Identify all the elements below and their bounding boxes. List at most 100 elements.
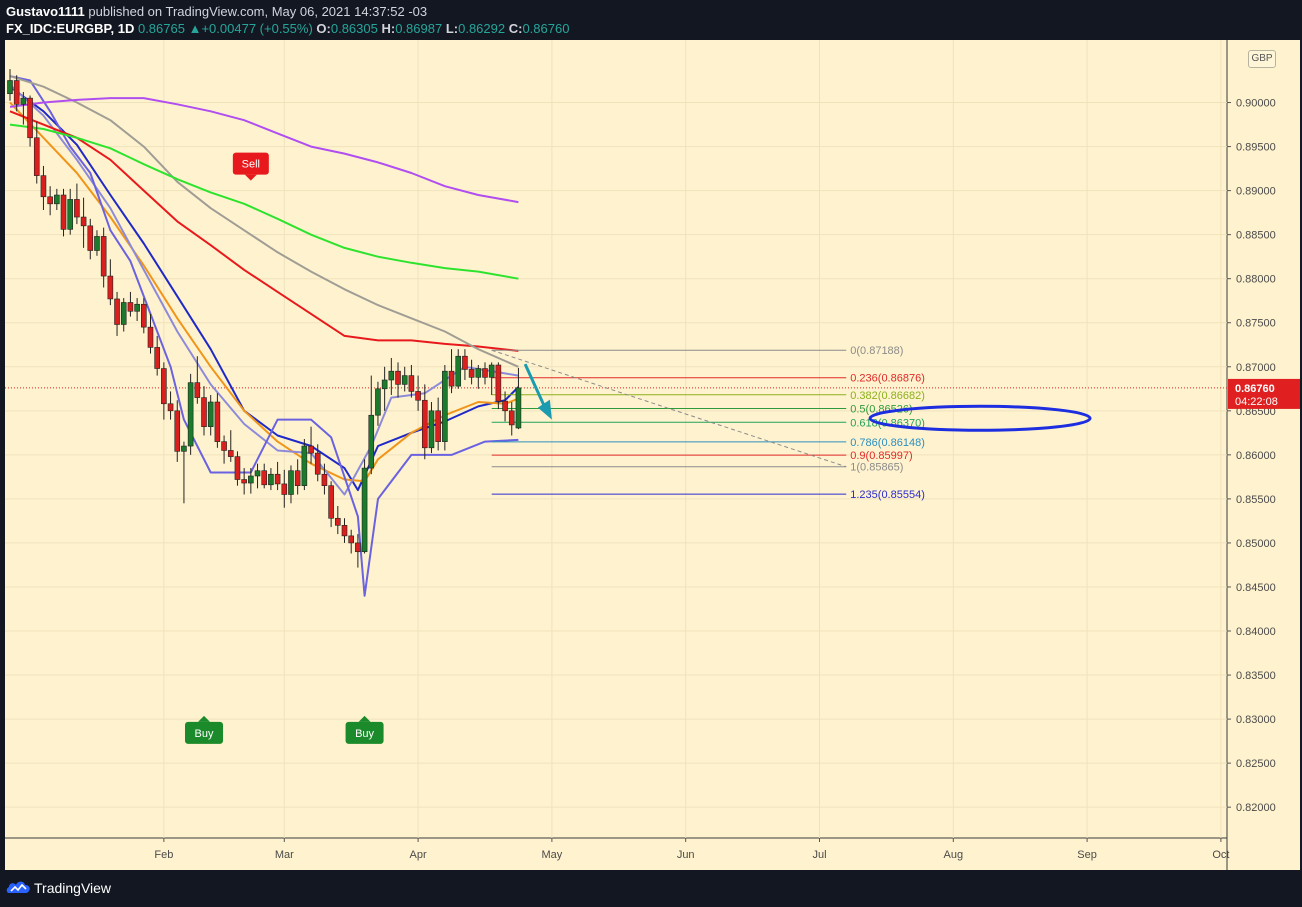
plot-background[interactable] [5,40,1227,838]
candle-down[interactable] [281,483,288,495]
candle-down[interactable] [227,450,234,457]
y-tick-label: 0.90000 [1236,98,1276,110]
candle-up[interactable] [301,445,308,486]
candle-down[interactable] [234,456,241,480]
moving-average-line [9,123,519,280]
candle-up[interactable] [268,473,274,486]
symbol-label[interactable]: FX_IDC:EURGBP, 1D [6,21,135,36]
candle-down[interactable] [13,80,20,105]
candle-down[interactable] [174,410,181,452]
down-arrow-shaft [523,363,548,411]
candle-up[interactable] [428,410,435,449]
tradingview-logo-icon[interactable] [6,878,32,896]
candle-down[interactable] [60,194,67,230]
chart-area[interactable]: 0.90000 0.89500 0.89000 0.88500 0.88000 0.875… [5,40,1300,870]
candle-down[interactable] [194,382,201,398]
candle-down[interactable] [221,441,227,451]
candle-up[interactable] [54,194,60,205]
candle-up[interactable] [181,445,187,452]
candle-up[interactable] [288,470,294,495]
candle-up[interactable] [455,355,462,387]
candle-down[interactable] [241,479,247,484]
x-tick-label: Sep [1077,849,1097,861]
x-tick-label: Oct [1212,849,1229,861]
candle-down[interactable] [335,517,341,526]
sell-signal-badge[interactable] [232,152,269,175]
candle-up[interactable] [94,236,100,251]
candle-up[interactable] [488,364,495,378]
candle-down[interactable] [308,445,314,454]
candle-down[interactable] [462,355,468,370]
fib-level-label: 0.5(0.86526) [850,404,912,416]
candle-down[interactable] [408,375,415,392]
candle-up[interactable] [515,387,522,429]
candle-down[interactable] [341,525,348,537]
candle-down[interactable] [40,175,47,198]
candle-up[interactable] [388,370,395,381]
candle-up[interactable] [7,80,13,95]
candle-down[interactable] [294,470,301,486]
candle-down[interactable] [33,137,40,176]
candle-down[interactable] [314,452,321,475]
candle-down[interactable] [147,326,154,348]
candle-down[interactable] [415,391,421,401]
candle-down[interactable] [214,401,221,442]
candle-down[interactable] [274,473,281,485]
buy-signal-badge[interactable] [185,721,224,744]
price-chart[interactable]: 0.90000 0.89500 0.89000 0.88500 0.88000 0.875… [5,40,1300,870]
candle-up[interactable] [361,467,368,553]
candle-down[interactable] [348,535,354,544]
candle-down[interactable] [508,410,515,426]
candle-down[interactable] [114,298,120,325]
candle-down[interactable] [495,364,502,402]
candle-down[interactable] [201,397,207,427]
candle-down[interactable] [468,369,475,378]
candle-down[interactable] [448,370,455,387]
candle-up[interactable] [401,375,408,385]
candle-up[interactable] [442,370,448,442]
publish-info: Gustavo1111 published on TradingView.com… [6,4,427,19]
candle-down[interactable] [502,400,508,412]
candle-down[interactable] [167,403,174,412]
buy-signal-badge[interactable] [345,721,384,744]
y-tick-label: 0.83000 [1236,714,1276,726]
candle-down[interactable] [47,196,53,205]
candle-down[interactable] [107,275,114,300]
candle-up[interactable] [187,382,194,447]
candle-down[interactable] [161,368,167,405]
candle-down[interactable] [27,97,33,139]
candle-down[interactable] [127,302,134,312]
current-price-tag[interactable] [1228,378,1300,409]
candle-up[interactable] [67,199,74,230]
candle-up[interactable] [134,303,140,312]
time-axis-panel[interactable] [5,838,1227,870]
author-name[interactable]: Gustavo1111 [6,4,85,19]
candle-down[interactable] [154,347,160,369]
candle-down[interactable] [80,216,87,227]
candle-up[interactable] [248,475,254,484]
candle-down[interactable] [87,225,94,251]
candle-down[interactable] [261,470,268,486]
candle-up[interactable] [254,470,261,477]
candle-down[interactable] [100,236,107,277]
candle-down[interactable] [74,199,80,218]
currency-label[interactable]: GBP [1248,50,1276,68]
candle-down[interactable] [435,410,441,442]
candle-down[interactable] [321,473,328,486]
candle-down[interactable] [482,368,488,378]
candle-up[interactable] [207,401,214,427]
candle-down[interactable] [421,399,428,449]
tradingview-brand[interactable]: TradingView [34,880,112,896]
candle-down[interactable] [328,485,334,519]
candle-up[interactable] [20,97,27,105]
high-label: H: [381,21,396,36]
candle-up[interactable] [120,302,127,325]
candle-up[interactable] [475,368,482,378]
candle-down[interactable] [355,542,361,553]
candle-up[interactable] [381,379,388,390]
candle-down[interactable] [395,370,401,385]
candle-down[interactable] [141,303,147,328]
candle-up[interactable] [375,388,381,416]
price-axis-panel[interactable] [1227,40,1300,870]
candle-up[interactable] [368,414,375,469]
